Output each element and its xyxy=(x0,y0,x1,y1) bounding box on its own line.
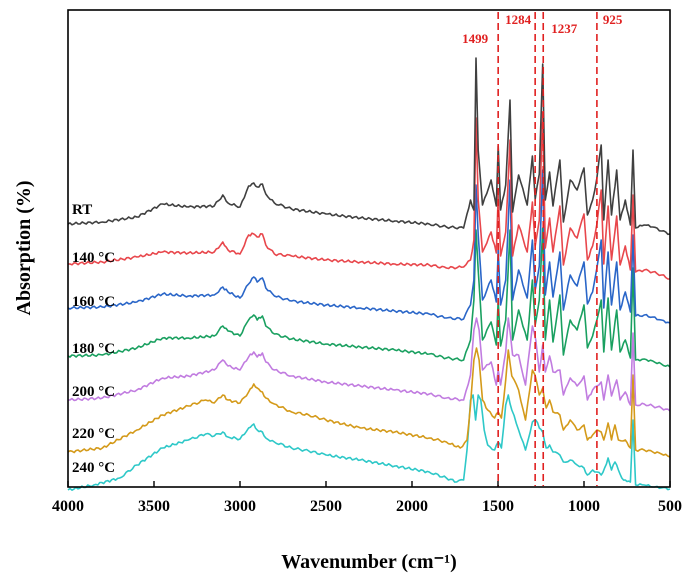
x-tick-label: 4000 xyxy=(52,498,84,515)
series-label: 140 °C xyxy=(72,250,115,266)
series-label: 220 °C xyxy=(72,426,115,442)
series-label: 180 °C xyxy=(72,341,115,357)
x-tick-label: 2500 xyxy=(310,498,342,515)
x-tick-label: 3000 xyxy=(224,498,256,515)
x-tick-label: 3500 xyxy=(138,498,170,515)
x-axis: 4000 3500 3000 2500 2000 1500 1000 500 xyxy=(52,481,682,515)
x-axis-title: Wavenumber (cm⁻¹) xyxy=(281,551,457,573)
series-line xyxy=(67,57,671,236)
marker-label: 1237 xyxy=(551,21,578,36)
series-label: RT xyxy=(72,202,92,218)
marker-label: 1284 xyxy=(505,12,531,27)
series-label: 160 °C xyxy=(72,294,115,310)
series-line xyxy=(67,227,671,368)
series-label: 200 °C xyxy=(72,384,115,400)
series-label: 240 °C xyxy=(72,460,115,476)
x-tick-label: 1500 xyxy=(482,498,514,515)
y-axis-title: Absorption (%) xyxy=(13,180,35,315)
series-line xyxy=(67,347,671,458)
marker-label: 925 xyxy=(603,12,623,27)
series-line xyxy=(67,394,671,491)
x-tick-label: 1000 xyxy=(568,498,600,515)
series-line xyxy=(68,111,670,280)
series-line xyxy=(67,169,671,324)
plot-frame xyxy=(67,9,671,488)
x-tick-label: 2000 xyxy=(396,498,428,515)
plot-area: RT 140 °C 160 °C 180 °C 200 °C 220 °C 240 °C 14… xyxy=(67,12,671,491)
x-tick-label: 500 xyxy=(658,498,682,515)
marker-label: 1499 xyxy=(462,31,489,46)
series-line xyxy=(67,317,671,412)
